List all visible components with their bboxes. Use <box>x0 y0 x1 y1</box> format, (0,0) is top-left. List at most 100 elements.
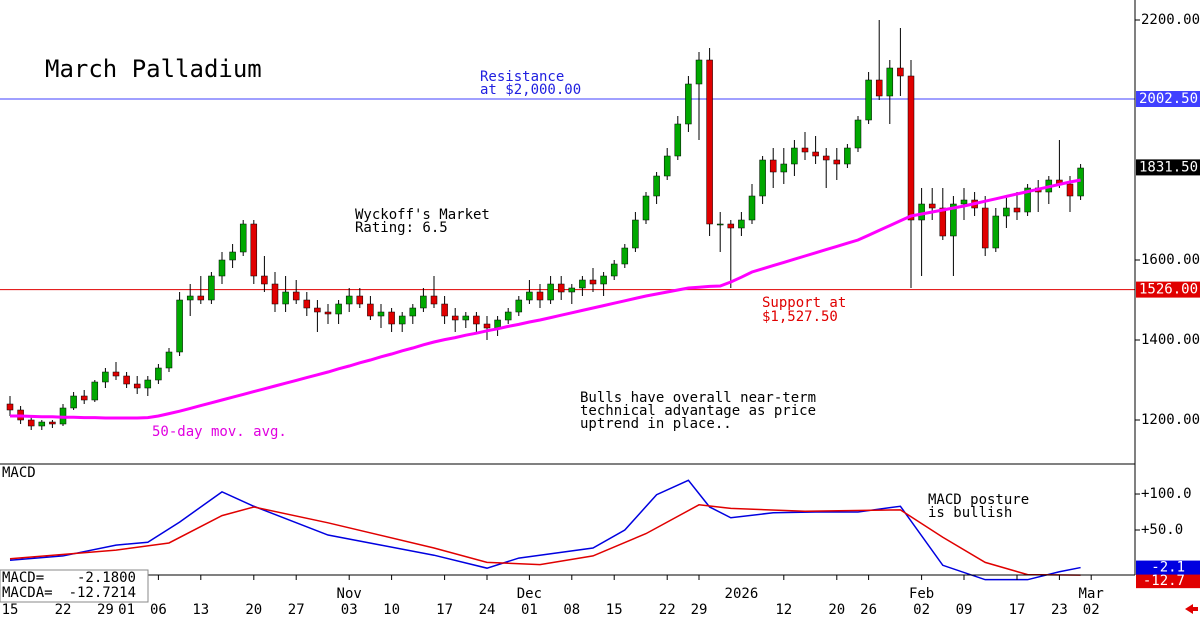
candle-body <box>462 315 470 321</box>
candle-body <box>844 147 851 165</box>
readout-box <box>0 569 149 603</box>
candle-body <box>38 421 46 427</box>
candle-body <box>865 79 872 121</box>
candle-body <box>960 199 968 205</box>
candle-body <box>928 203 936 209</box>
support-note: Support at $1,527.50 <box>762 295 846 325</box>
y-tick-label: 1600.00 <box>1141 252 1200 268</box>
note-line: Resistance <box>480 69 564 85</box>
readout-value: -12.7214 <box>69 585 136 601</box>
candle-body <box>504 311 512 321</box>
x-tick-label: 29 <box>97 602 114 618</box>
resistance-note: Resistance at $2,000.00 <box>480 69 581 98</box>
candle-body <box>981 207 989 249</box>
candle-body <box>875 79 883 97</box>
candle-body <box>568 287 576 293</box>
macd-line <box>9 504 1081 576</box>
candle-body <box>430 295 438 305</box>
candle-body <box>483 323 491 329</box>
candle-body <box>367 303 374 317</box>
candle-body <box>780 163 788 173</box>
price-tag <box>1136 159 1200 176</box>
scroll-arrow[interactable] <box>1185 604 1198 614</box>
candle-body <box>769 159 777 173</box>
candle-body <box>727 223 735 229</box>
moving-average <box>10 178 1081 420</box>
x-tick-label: 09 <box>956 602 973 618</box>
x-tick-label: 15 <box>2 602 19 618</box>
candle-body <box>420 295 427 309</box>
candle-body <box>303 299 311 309</box>
candle-body <box>208 275 215 301</box>
candle-body <box>356 295 364 305</box>
x-tick-label: 03 <box>341 602 358 618</box>
candle-body <box>515 299 523 313</box>
x-tick-label: 24 <box>479 602 496 618</box>
candle-body <box>70 395 77 409</box>
note-line: Bulls have overall near-term <box>580 390 816 406</box>
candle-body <box>197 295 205 301</box>
note-line: Wyckoff's Market <box>355 207 490 223</box>
candle-body <box>526 291 533 301</box>
candle-body <box>589 279 597 285</box>
candle-body <box>1077 167 1084 197</box>
candle-body <box>409 307 417 317</box>
candle-body <box>176 299 183 353</box>
candle-body <box>992 215 1000 249</box>
candle-body <box>642 195 650 221</box>
candle-body <box>80 395 88 401</box>
candle-body <box>229 251 236 261</box>
month-label: Feb <box>909 586 934 602</box>
y-tick-label: 2200.00 <box>1141 12 1200 28</box>
note-line: MACD posture <box>928 492 1029 508</box>
price-tag-label: 1526.00 <box>1139 282 1198 298</box>
candle-body <box>451 315 459 321</box>
note-line: Support at <box>762 295 846 311</box>
candle-body <box>324 311 332 315</box>
candle-body <box>759 159 766 197</box>
candle-body <box>621 247 629 265</box>
x-tick-label: 20 <box>828 602 845 618</box>
candle-body <box>738 219 745 229</box>
macd-line <box>9 479 1081 581</box>
candle-body <box>49 421 56 425</box>
candle-body <box>536 291 544 301</box>
price-tag-label: 1831.50 <box>1139 159 1198 175</box>
y-tick-label: +50.0 <box>1141 522 1183 538</box>
candle-body <box>27 419 35 427</box>
x-tick-label: 20 <box>245 602 262 618</box>
note-line: Rating: 6.5 <box>355 220 448 236</box>
plot: 1200.00 1400.00 1600.00 2200.00 +100.0 +50.0 2… <box>0 12 1200 618</box>
candle-body <box>1003 207 1010 217</box>
candle-body <box>388 311 395 325</box>
candle-body <box>801 147 809 153</box>
candle-body <box>6 403 14 411</box>
candle-body <box>833 159 841 165</box>
candle-body <box>610 263 618 277</box>
x-tick-label: 27 <box>288 602 305 618</box>
candle-body <box>557 283 565 293</box>
candle-body <box>716 223 724 226</box>
note-line: uptrend in place.. <box>580 416 732 432</box>
candle-body <box>706 59 713 225</box>
candle-body <box>1013 207 1021 213</box>
candle-body <box>918 203 925 221</box>
x-tick-label: 15 <box>606 602 623 618</box>
candle-body <box>282 291 289 305</box>
value-tag-label: -2.1 <box>1151 560 1185 576</box>
x-tick-label: 29 <box>691 602 708 618</box>
x-tick-label: 22 <box>55 602 72 618</box>
price-tag-label: 2002.50 <box>1139 91 1198 107</box>
candle-body <box>939 207 947 237</box>
candle-body <box>907 75 915 221</box>
candle-body <box>685 83 692 125</box>
candle-body <box>897 67 904 77</box>
y-tick-label: 1400.00 <box>1141 332 1200 348</box>
candle-body <box>165 351 173 369</box>
value-tag <box>1136 574 1200 589</box>
candle-body <box>239 223 247 253</box>
candle-body <box>822 155 830 161</box>
note-line: technical advantage as price <box>580 403 816 419</box>
candle-body <box>102 371 109 383</box>
